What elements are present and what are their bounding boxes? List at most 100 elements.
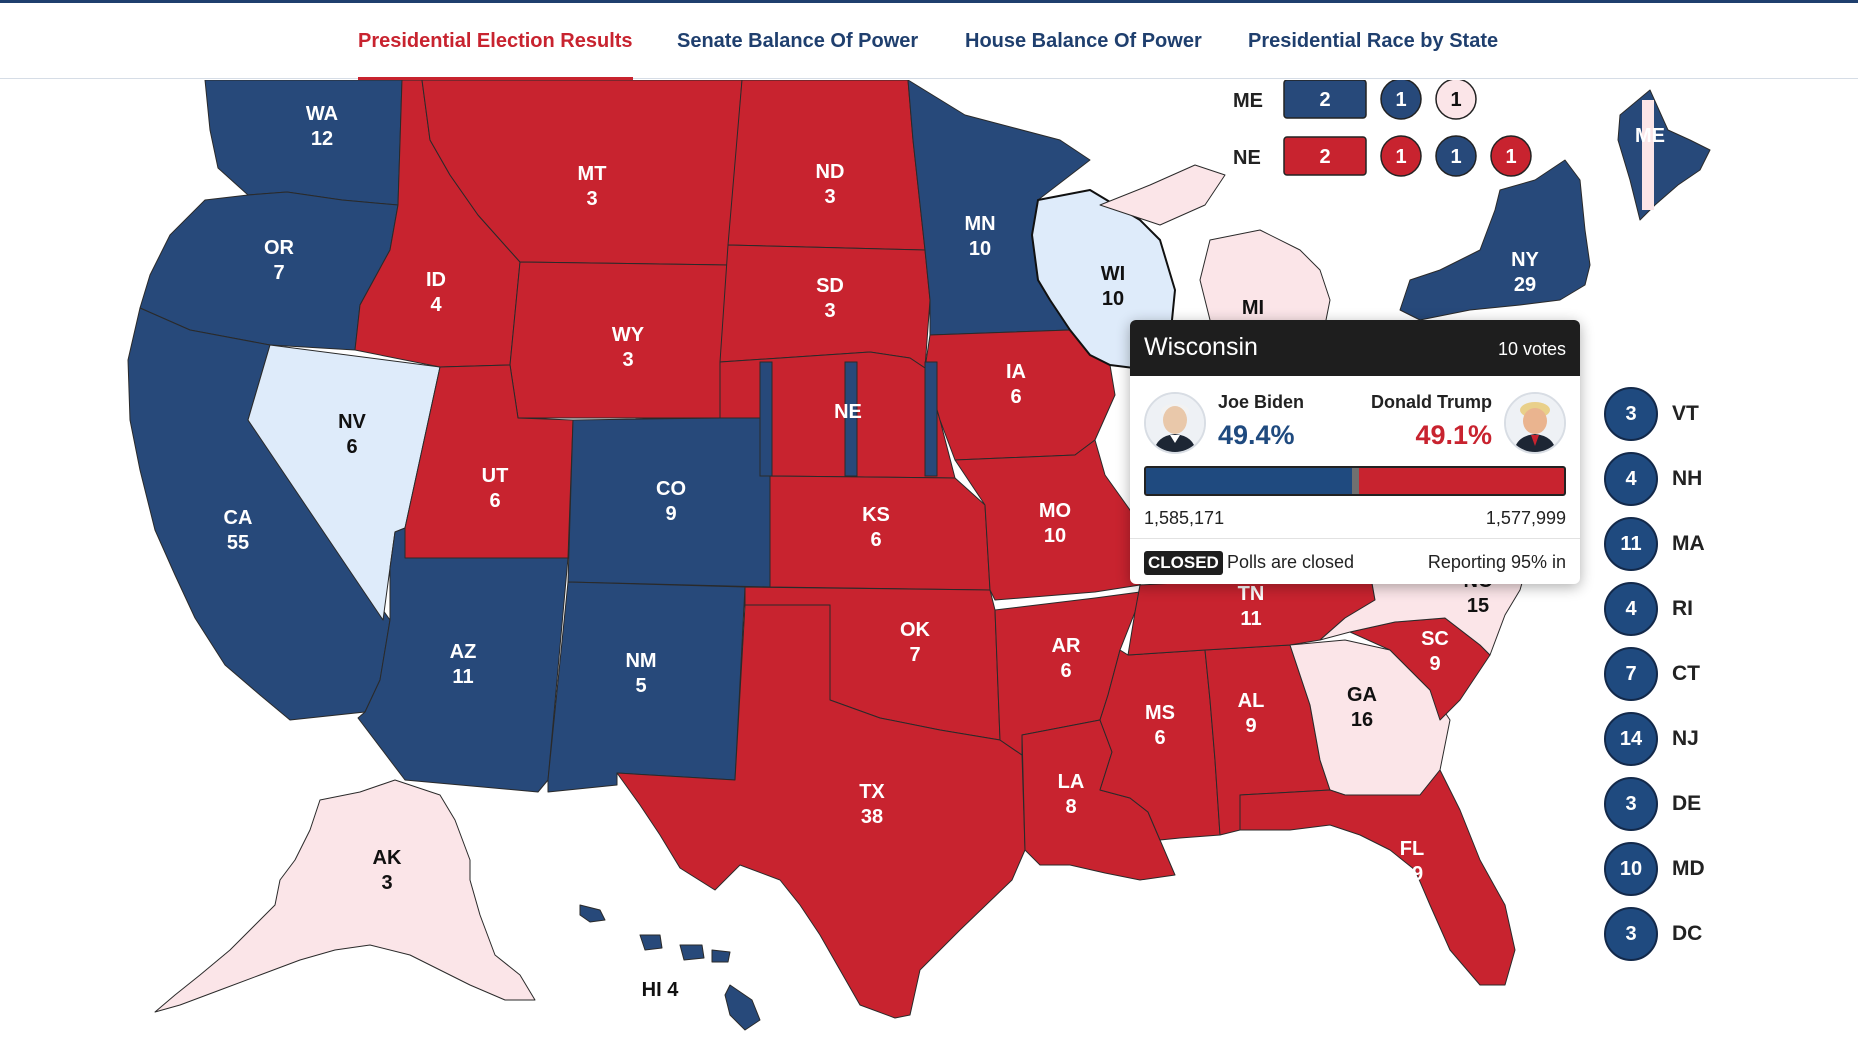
- split-state-me: ME: [1233, 90, 1263, 112]
- state-or[interactable]: [139, 191, 399, 351]
- state-ev-mn: 10: [969, 238, 991, 260]
- state-ev-mo: 10: [1044, 525, 1066, 547]
- state-label-ut: UT: [482, 465, 509, 487]
- small-state-ct[interactable]: 7 CT: [1604, 647, 1734, 703]
- small-state-ev-dc: 3: [1604, 907, 1658, 961]
- state-label-or: OR: [264, 237, 295, 259]
- state-ne[interactable]: [719, 351, 956, 479]
- state-ev-ms: 6: [1154, 727, 1165, 749]
- state-label-nm: NM: [625, 650, 656, 672]
- biden-portrait-icon: [1146, 394, 1204, 452]
- state-ev-tx: 38: [861, 806, 883, 828]
- small-state-nh[interactable]: 4 NH: [1604, 452, 1734, 508]
- state-label-wy: WY: [612, 324, 645, 346]
- state-label-wa: WA: [306, 103, 338, 125]
- state-label-ca: CA: [224, 507, 253, 529]
- reporting-status: Reporting 95% in: [1427, 552, 1566, 572]
- small-state-vt[interactable]: 3 VT: [1604, 387, 1734, 443]
- state-ev-wa: 12: [311, 128, 333, 150]
- small-state-ma[interactable]: 11 MA: [1604, 517, 1734, 573]
- state-wa[interactable]: [204, 80, 403, 206]
- split-votes-panel: ME 2 1 1 NE 2 1 1 1: [1233, 80, 1532, 177]
- state-ev-nv: 6: [346, 436, 357, 458]
- state-label-co: CO: [656, 478, 686, 500]
- district-circle-me[interactable]: [1435, 80, 1477, 120]
- biden-name: Joe Biden: [1218, 392, 1305, 412]
- state-ev-nm: 5: [635, 675, 646, 697]
- district-votes-me: 1: [1450, 89, 1461, 111]
- state-ev-id: 4: [430, 294, 442, 316]
- tab-presidential-election-results[interactable]: Presidential Election Results: [358, 3, 633, 80]
- me-district-strip: [1642, 100, 1654, 210]
- state-ny[interactable]: [1399, 159, 1591, 321]
- at-large-box-ne[interactable]: [1283, 136, 1367, 176]
- state-ak[interactable]: [154, 779, 536, 1013]
- tooltip-state-name: Wisconsin: [1144, 333, 1258, 361]
- split-state-ne: NE: [1233, 147, 1261, 169]
- state-ev-ak: 3: [381, 872, 392, 894]
- state-ev-ar: 6: [1060, 660, 1071, 682]
- small-state-ri[interactable]: 4 RI: [1604, 582, 1734, 638]
- state-label-sd: SD: [816, 275, 844, 297]
- polls-status: Polls are closed: [1227, 552, 1355, 572]
- state-hi[interactable]: [579, 904, 761, 1031]
- tab-senate-balance-of-power[interactable]: Senate Balance Of Power: [677, 30, 919, 52]
- state-ev-ny: 29: [1514, 274, 1536, 296]
- state-label-az: AZ: [450, 641, 477, 663]
- state-nm[interactable]: [547, 581, 746, 793]
- tooltip-electoral-votes: 10 votes: [1497, 339, 1566, 359]
- small-state-de[interactable]: 3 DE: [1604, 777, 1734, 833]
- state-label-ne: NE: [834, 401, 862, 423]
- district-circle-ne[interactable]: [1435, 135, 1477, 177]
- state-ev-ks: 6: [870, 529, 881, 551]
- state-label-mn: MN: [964, 213, 995, 235]
- state-label-ak: AK: [373, 847, 402, 869]
- vote-share-bar-dem: [1146, 468, 1353, 494]
- state-ev-al: 9: [1245, 715, 1256, 737]
- state-ev-wi: 10: [1102, 288, 1124, 310]
- small-state-abbr-de: DE: [1672, 792, 1702, 815]
- biden-avatar: [1144, 392, 1206, 454]
- state-wy[interactable]: [509, 261, 729, 419]
- state-label-ga: GA: [1347, 684, 1377, 706]
- trump-name: Donald Trump: [1371, 392, 1492, 412]
- state-fl[interactable]: [1239, 769, 1516, 986]
- small-state-abbr-nh: NH: [1672, 467, 1703, 490]
- small-state-abbr-ma: MA: [1672, 532, 1705, 555]
- district-circle-ne[interactable]: [1490, 135, 1532, 177]
- district-votes-ne: 1: [1395, 146, 1406, 168]
- state-ev-ia: 6: [1010, 386, 1021, 408]
- district-circle-ne[interactable]: [1380, 135, 1422, 177]
- trump-portrait-icon: [1506, 394, 1564, 452]
- small-state-abbr-md: MD: [1672, 857, 1705, 880]
- state-label-fl: FL: [1400, 838, 1424, 860]
- state-label-me: ME: [1635, 125, 1665, 147]
- nav-bar: Presidential Election Results Senate Bal…: [0, 3, 1858, 80]
- small-state-ev-nh: 4: [1604, 452, 1658, 506]
- tab-house-balance-of-power[interactable]: House Balance Of Power: [965, 30, 1202, 52]
- state-label-ar: AR: [1052, 635, 1081, 657]
- state-label-ny: NY: [1511, 249, 1539, 271]
- state-label-nd: ND: [816, 161, 845, 183]
- district-votes-ne: 1: [1505, 146, 1516, 168]
- state-tx[interactable]: [616, 604, 1026, 1019]
- state-label-ok: OK: [900, 619, 931, 641]
- small-state-ev-vt: 3: [1604, 387, 1658, 441]
- state-label-hi: HI 4: [642, 979, 680, 1001]
- state-ev-fl: 29: [1401, 863, 1423, 885]
- trump-vote-count: 1,577,999: [1485, 508, 1566, 528]
- small-state-ev-ma: 11: [1604, 517, 1658, 571]
- small-state-dc[interactable]: 3 DC: [1604, 907, 1734, 963]
- small-state-md[interactable]: 10 MD: [1604, 842, 1734, 898]
- state-me[interactable]: [1617, 89, 1711, 221]
- at-large-box-me[interactable]: [1283, 80, 1367, 119]
- ne-district-strip: [844, 361, 858, 477]
- state-labels-layer: WA12OR7CA55NV6ID4MT3WY3UT6AZ11CO9NM5ND3S…: [224, 103, 1665, 1001]
- at-large-votes-ne: 2: [1319, 146, 1330, 168]
- tooltip-footer: CLOSED Polls are closed Reporting 95% in: [1130, 538, 1580, 584]
- state-ev-wy: 3: [622, 349, 633, 371]
- small-state-nj[interactable]: 14 NJ: [1604, 712, 1734, 768]
- state-label-ms: MS: [1145, 702, 1175, 724]
- tab-presidential-race-by-state[interactable]: Presidential Race by State: [1248, 30, 1499, 52]
- district-circle-me[interactable]: [1380, 80, 1422, 120]
